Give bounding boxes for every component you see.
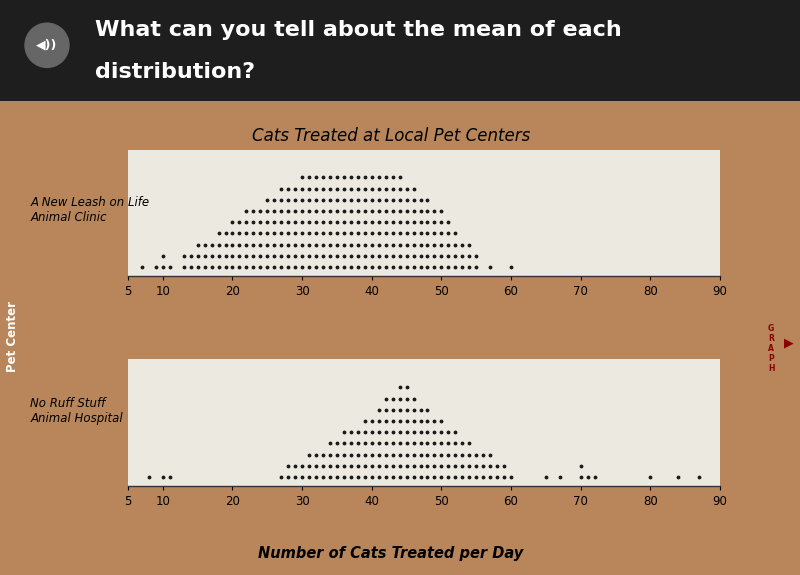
- Text: P: P: [768, 354, 774, 363]
- Text: G: G: [768, 324, 774, 333]
- Circle shape: [25, 23, 69, 67]
- Text: No Ruff Stuff
Animal Hospital: No Ruff Stuff Animal Hospital: [30, 397, 123, 425]
- Text: H: H: [768, 365, 774, 374]
- Text: ◀)): ◀)): [36, 39, 58, 52]
- Text: Pet Center: Pet Center: [6, 301, 19, 372]
- Text: A New Leash on Life
Animal Clinic: A New Leash on Life Animal Clinic: [30, 196, 150, 224]
- Text: Number of Cats Treated per Day: Number of Cats Treated per Day: [258, 546, 523, 561]
- Text: ▶: ▶: [785, 337, 794, 350]
- Text: distribution?: distribution?: [95, 63, 255, 82]
- Text: Cats Treated at Local Pet Centers: Cats Treated at Local Pet Centers: [252, 127, 530, 145]
- Text: What can you tell about the mean of each: What can you tell about the mean of each: [95, 20, 622, 40]
- Text: R: R: [768, 334, 774, 343]
- Text: A: A: [768, 344, 774, 353]
